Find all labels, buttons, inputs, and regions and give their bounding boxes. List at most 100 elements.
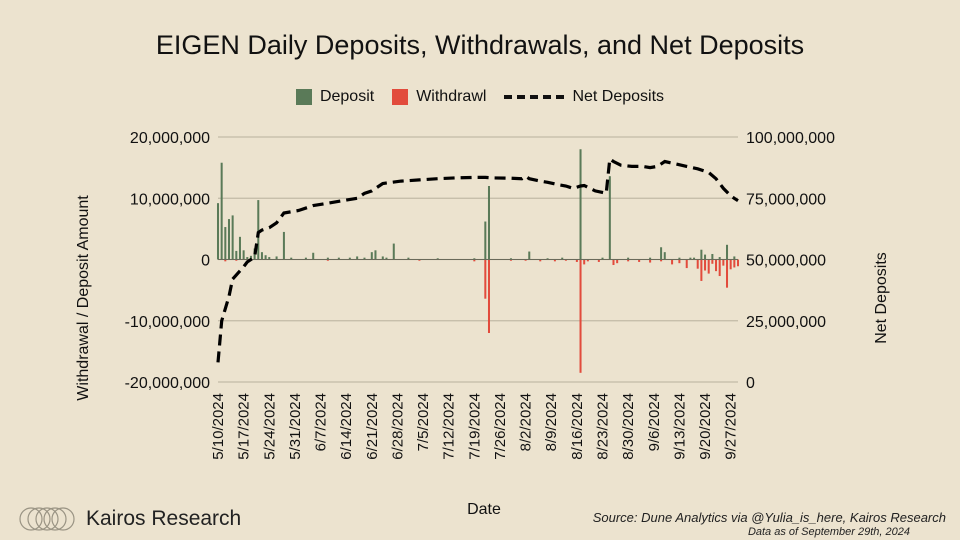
x-tick-label: 6/7/2024 — [313, 393, 330, 451]
deposit-bar — [678, 257, 681, 260]
deposit-bar — [290, 257, 293, 260]
x-tick-label: 8/23/2024 — [595, 393, 612, 460]
legend-item-net: Net Deposits — [504, 88, 664, 106]
deposit-bar — [693, 257, 696, 260]
withdrawal-bar — [326, 259, 329, 261]
x-tick-label: 5/17/2024 — [236, 393, 253, 460]
deposit-bar — [220, 162, 223, 260]
deposit-bar — [509, 258, 512, 260]
deposit-bar — [282, 231, 285, 260]
deposit-bar — [374, 250, 377, 260]
chart-title: EIGEN Daily Deposits, Withdrawals, and N… — [155, 30, 805, 60]
y-tick-label: 0 — [201, 253, 210, 270]
x-tick-label: 9/13/2024 — [671, 393, 688, 460]
x-tick-label: 8/9/2024 — [543, 393, 560, 451]
deposit-bar — [473, 258, 476, 260]
deposit-bar — [227, 219, 230, 260]
x-tick-label: 7/19/2024 — [466, 393, 483, 460]
withdrawal-bar — [583, 259, 586, 265]
withdrawal-bar — [707, 259, 710, 274]
legend: Deposit Withdrawl Net Deposits — [0, 88, 960, 106]
y-tick-label: 10,000,000 — [130, 191, 210, 208]
deposit-bar — [337, 257, 340, 260]
kairos-logo-icon — [19, 507, 75, 531]
deposit-bar — [528, 251, 531, 260]
withdrawal-bar — [575, 259, 578, 262]
withdrawal-bar — [660, 259, 663, 262]
x-tick-label: 6/14/2024 — [338, 393, 355, 460]
deposit-bar — [726, 244, 729, 260]
data-date-note: Data as of September 29th, 2024 — [747, 526, 910, 538]
deposit-bar — [238, 236, 241, 260]
deposit-bar — [627, 257, 630, 260]
withdrawal-bar — [715, 259, 718, 272]
y-tick-label: -20,000,000 — [125, 375, 211, 392]
withdrawal-bar — [484, 259, 487, 299]
deposit-bar — [436, 258, 439, 260]
deposit-bar — [663, 252, 666, 260]
y2-tick-label: 50,000,000 — [746, 253, 826, 270]
x-tick-label: 5/10/2024 — [210, 393, 227, 460]
deposit-bar — [608, 176, 611, 260]
withdrawal-bar — [718, 259, 721, 277]
withdrawal-bar — [509, 259, 512, 261]
withdrawal-bar — [678, 259, 681, 264]
deposit-bar — [385, 257, 388, 260]
withdrawal-bar — [627, 259, 630, 262]
y-tick-label: -10,000,000 — [125, 314, 211, 331]
withdrawal-bar — [638, 259, 641, 262]
withdrawal-bar — [616, 259, 619, 264]
deposit-bar — [660, 247, 663, 260]
withdrawal-bar — [586, 259, 589, 262]
deposit-bar — [264, 255, 267, 260]
withdrawal-bar — [649, 259, 652, 263]
withdrawal-bar — [722, 259, 725, 266]
deposit-bar — [363, 257, 366, 260]
deposit-bar — [356, 256, 359, 260]
withdrawal-swatch — [392, 89, 409, 105]
withdrawal-bar — [736, 259, 740, 267]
withdrawal-bar — [539, 259, 542, 262]
x-axis-title: Date — [467, 501, 501, 518]
deposit-bar — [711, 253, 714, 260]
x-tick-label: 8/30/2024 — [620, 393, 637, 460]
brand-name: Kairos Research — [86, 507, 242, 530]
x-tick-label: 6/21/2024 — [364, 393, 381, 460]
legend-net-label: Net Deposits — [572, 88, 665, 105]
brand: Kairos Research — [18, 506, 241, 532]
deposit-bar — [260, 252, 263, 260]
deposit-bar — [348, 257, 351, 260]
deposit-bar — [718, 257, 721, 260]
deposit-bar — [704, 254, 707, 260]
y-tick-label: 20,000,000 — [130, 130, 210, 147]
source-note: Source: Dune Analytics via @Yulia_is_her… — [592, 510, 946, 525]
withdrawal-bar — [473, 259, 476, 262]
withdrawal-bar — [700, 259, 703, 281]
net-deposits-line — [216, 156, 739, 363]
y2-tick-label: 0 — [746, 375, 755, 392]
net-line-swatch — [504, 95, 565, 99]
x-tick-label: 6/28/2024 — [389, 393, 406, 460]
deposit-bar — [484, 221, 487, 260]
x-tick-label: 9/27/2024 — [723, 393, 740, 460]
x-tick-label: 8/16/2024 — [569, 393, 586, 460]
legend-withdrawal-label: Withdrawl — [416, 88, 487, 105]
deposit-bar — [733, 256, 736, 260]
withdrawal-bar — [224, 259, 227, 262]
withdrawal-bar — [597, 259, 600, 262]
deposit-bar — [392, 243, 395, 260]
y2-axis-title: Net Deposits — [873, 252, 890, 344]
withdrawal-bar — [564, 259, 567, 261]
deposit-bar — [689, 257, 692, 260]
y-axis-title: Withdrawal / Deposit Amount — [75, 195, 92, 401]
withdrawal-bar — [696, 259, 699, 269]
deposit-bar — [370, 252, 373, 260]
y2-tick-label: 100,000,000 — [746, 130, 835, 147]
deposit-bar — [231, 215, 234, 260]
deposit-bar — [224, 227, 227, 260]
x-tick-label: 7/5/2024 — [415, 393, 432, 451]
withdrawal-bar — [579, 259, 582, 373]
deposit-bar — [312, 252, 315, 260]
withdrawal-bar — [704, 259, 707, 271]
